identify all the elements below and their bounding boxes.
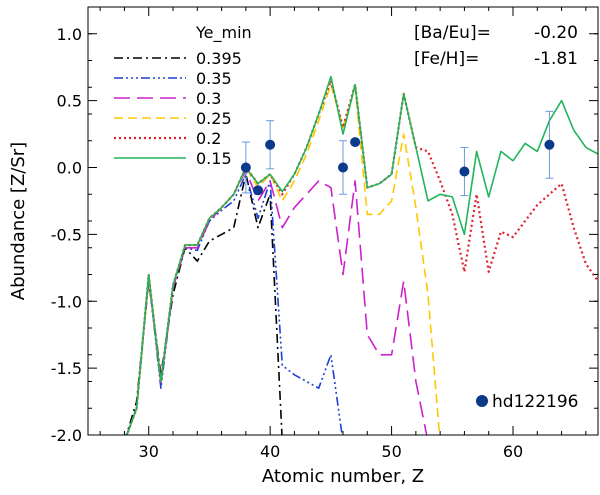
legend-title: Ye_min <box>195 23 252 43</box>
annotation-fe-h: [Fe/H]= -1.81 <box>414 49 578 69</box>
observed-point <box>240 162 251 173</box>
annotation-fe-h-label: [Fe/H]= <box>414 49 479 69</box>
series-line-0.25 <box>125 83 441 435</box>
x-tick-label: 50 <box>381 442 401 461</box>
legend-label-0.35: 0.35 <box>196 69 232 88</box>
axes: 30 40 50 60 -2.0 -1.5 -1.0 -0.5 0.0 0.5 1.0 <box>51 6 598 461</box>
observed-point <box>338 162 348 173</box>
y-axis-label: Abundance [Z/Sr] <box>8 142 29 300</box>
series-line-0.15 <box>125 75 598 435</box>
y-tick-label: -1.5 <box>51 359 82 378</box>
observed-point <box>350 137 361 148</box>
legend-label-0.25: 0.25 <box>196 109 232 128</box>
y-tick-label: -0.5 <box>51 225 82 244</box>
observed-points-layer <box>240 110 555 197</box>
observed-legend: hd122196 <box>476 392 578 412</box>
legend-label-0.2: 0.2 <box>196 129 221 148</box>
observed-legend-label: hd122196 <box>492 392 578 412</box>
x-tick-label: 40 <box>260 442 280 461</box>
x-axis-label: Atomic number, Z <box>262 466 424 487</box>
observed-point <box>459 166 470 177</box>
legend-label-0.15: 0.15 <box>196 149 232 168</box>
series-layer <box>125 75 598 435</box>
observed-point <box>544 139 555 150</box>
annotation-ba-eu: [Ba/Eu]= -0.20 <box>414 23 578 43</box>
legend-label-0.3: 0.3 <box>196 89 221 108</box>
observed-point <box>265 139 276 150</box>
legend-label-0.395: 0.395 <box>196 49 242 68</box>
series-line-0.395 <box>125 173 283 435</box>
y-tick-label: -1.0 <box>51 292 82 311</box>
y-tick-label: 0.5 <box>57 92 82 111</box>
x-tick-label: 60 <box>503 442 523 461</box>
y-tick-label: -2.0 <box>51 426 82 445</box>
x-tick-label: 30 <box>139 442 159 461</box>
y-tick-label: 1.0 <box>57 25 82 44</box>
plot-frame <box>87 6 599 436</box>
annotation-ba-eu-value: -0.20 <box>534 23 578 43</box>
annotation-fe-h-value: -1.81 <box>534 49 578 69</box>
series-line-0.35 <box>125 173 343 435</box>
series-line-0.2 <box>125 79 598 435</box>
annotation-ba-eu-label: [Ba/Eu]= <box>414 23 491 43</box>
observed-point <box>253 185 263 196</box>
y-tick-label: 0.0 <box>57 159 82 178</box>
observed-legend-marker <box>476 395 488 407</box>
